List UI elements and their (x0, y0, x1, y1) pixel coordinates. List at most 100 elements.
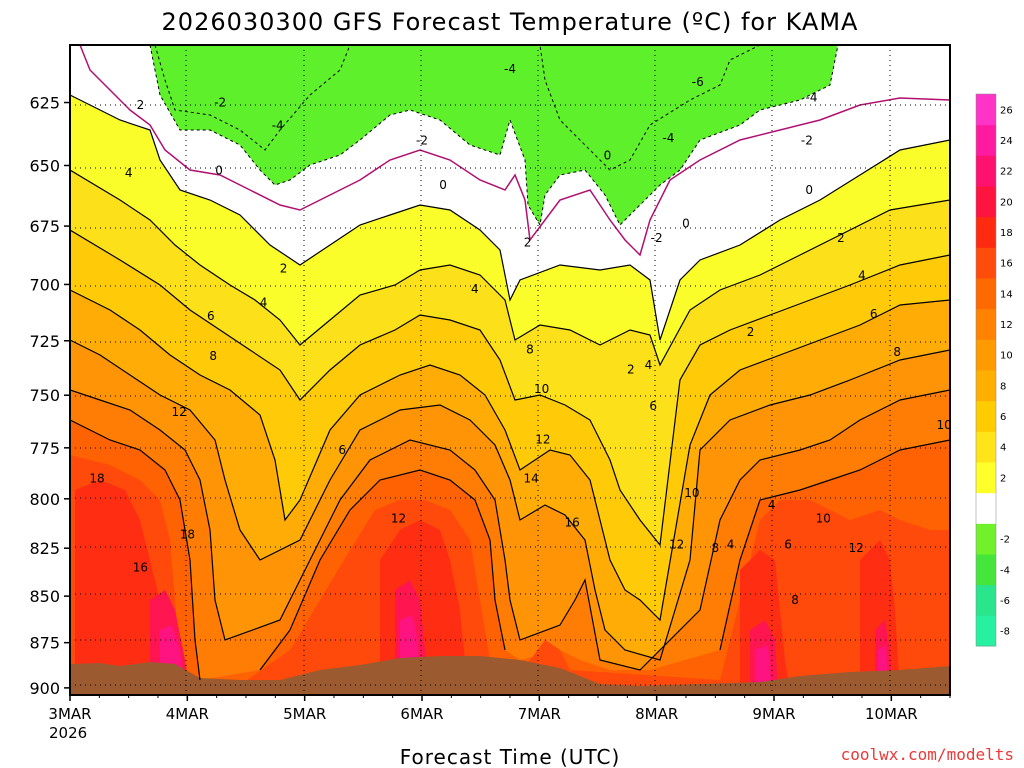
contour-label: 4 (768, 498, 776, 512)
legend-swatch (976, 186, 996, 218)
legend-swatch (976, 308, 996, 340)
contour-label: 6 (338, 443, 346, 457)
y-tick-label: 750 (29, 386, 60, 405)
contour-label: 12 (669, 537, 684, 551)
contour-label: 10 (684, 486, 699, 500)
contour-label: 2 (837, 231, 845, 245)
contour-label: 4 (471, 282, 479, 296)
legend-label: -4 (1000, 565, 1010, 576)
y-tick-label: 875 (29, 634, 60, 653)
contour-label: 4 (645, 358, 653, 372)
contour-label: 14 (523, 472, 538, 486)
legend-swatch (976, 523, 996, 555)
x-tick-label: 3MAR (48, 705, 91, 723)
legend-label: 26 (1000, 105, 1013, 116)
contour-label: 2 (747, 325, 755, 339)
contour-label: 0 (215, 163, 223, 177)
x-tick-label: 7MAR (518, 705, 561, 723)
x-tick-label: 4MAR (166, 705, 209, 723)
y-tick-label: 850 (29, 587, 60, 606)
contour-label: 0 (439, 178, 447, 192)
contour-label: 10 (936, 418, 951, 432)
contour-label: -4 (662, 131, 674, 145)
contour-label: -2 (801, 134, 813, 148)
y-tick-label: 900 (29, 679, 60, 698)
y-tick-label: 625 (29, 94, 60, 113)
contour-label: 14 (995, 490, 1010, 504)
contour-label: 16 (565, 516, 580, 530)
contour-label: 8 (712, 541, 720, 555)
contour-label: 4 (260, 296, 268, 310)
contour-label: 2 (137, 98, 145, 112)
legend-label: -2 (1000, 535, 1010, 546)
contour-label: 8 (526, 343, 534, 357)
x-tick-label: 9MAR (752, 705, 795, 723)
isotherms (70, 94, 950, 681)
band-plus-14 (70, 420, 950, 690)
x-tick-label: 8MAR (635, 705, 678, 723)
contour-label: 4 (727, 537, 735, 551)
contour-label: 18 (180, 528, 195, 542)
legend-swatch (976, 462, 996, 494)
contour-label: -4 (806, 90, 818, 104)
contour-label: 0 (805, 183, 813, 197)
credit-link[interactable]: coolwx.com/modelts (841, 745, 1014, 764)
y-tick-label: 725 (29, 332, 60, 351)
legend-swatch (976, 94, 996, 126)
contour-label: 12 (848, 541, 863, 555)
legend-frame (975, 93, 997, 647)
x-tick-label: 6MAR (400, 705, 443, 723)
x-axis: 3MAR 4MAR 5MAR 6MAR 7MAR 8MAR 9MAR 10MAR (48, 695, 951, 723)
contour-label: 10 (816, 512, 831, 526)
contour-label: 2 (627, 362, 635, 376)
legend-label: 20 (1000, 197, 1013, 208)
contour-label: 4 (858, 268, 866, 282)
legend-label: 10 (1000, 351, 1013, 362)
y-tick-label: 825 (29, 539, 60, 558)
contour-label: 18 (89, 472, 104, 486)
contour-label: -2 (651, 231, 663, 245)
contour-label: -2 (214, 96, 226, 110)
legend-swatch (976, 554, 996, 586)
contour-label: 6 (784, 537, 792, 551)
legend-label: 16 (1000, 259, 1013, 270)
contour-label: 0 (682, 217, 690, 231)
x-year-label: 2026 (49, 724, 87, 742)
contour-label: 2 (280, 261, 288, 275)
legend-label: 4 (1000, 443, 1006, 454)
contour-label: 12 (391, 512, 406, 526)
contour-label: 8 (209, 349, 217, 363)
contour-label: -2 (416, 134, 428, 148)
legend-label: -8 (1000, 627, 1010, 638)
contour-label: 12 (535, 433, 550, 447)
y-tick-label: 675 (29, 217, 60, 236)
contour-label: 12 (171, 405, 186, 419)
y-tick-label: 700 (29, 275, 60, 294)
contour-label: -6 (692, 75, 704, 89)
y-tick-label: 775 (29, 439, 60, 458)
contour-label: 16 (133, 561, 148, 575)
contour-label: 0 (604, 149, 612, 163)
legend-swatch (976, 431, 996, 463)
legend-swatch (976, 370, 996, 402)
freezing-line (79, 45, 950, 257)
legend-label: 18 (1000, 228, 1013, 239)
grid (70, 45, 950, 695)
contour-label: 4 (125, 166, 133, 180)
x-axis-title: Forecast Time (UTC) (400, 745, 621, 768)
legend-label: 8 (1000, 381, 1006, 392)
y-axis: 625 650 675 700 725 750 775 800 825 850 875 900 (29, 94, 70, 698)
legend-label: 24 (1000, 136, 1013, 147)
x-tick-label: 10MAR (865, 705, 918, 723)
y-tick-label: 800 (29, 490, 60, 509)
legend-label: 22 (1000, 167, 1013, 178)
contour-label: 2 (524, 236, 532, 250)
y-tick-label: 650 (29, 156, 60, 175)
legend-label: 6 (1000, 412, 1006, 423)
legend-label: 2 (1000, 473, 1006, 484)
legend-swatch (976, 155, 996, 187)
